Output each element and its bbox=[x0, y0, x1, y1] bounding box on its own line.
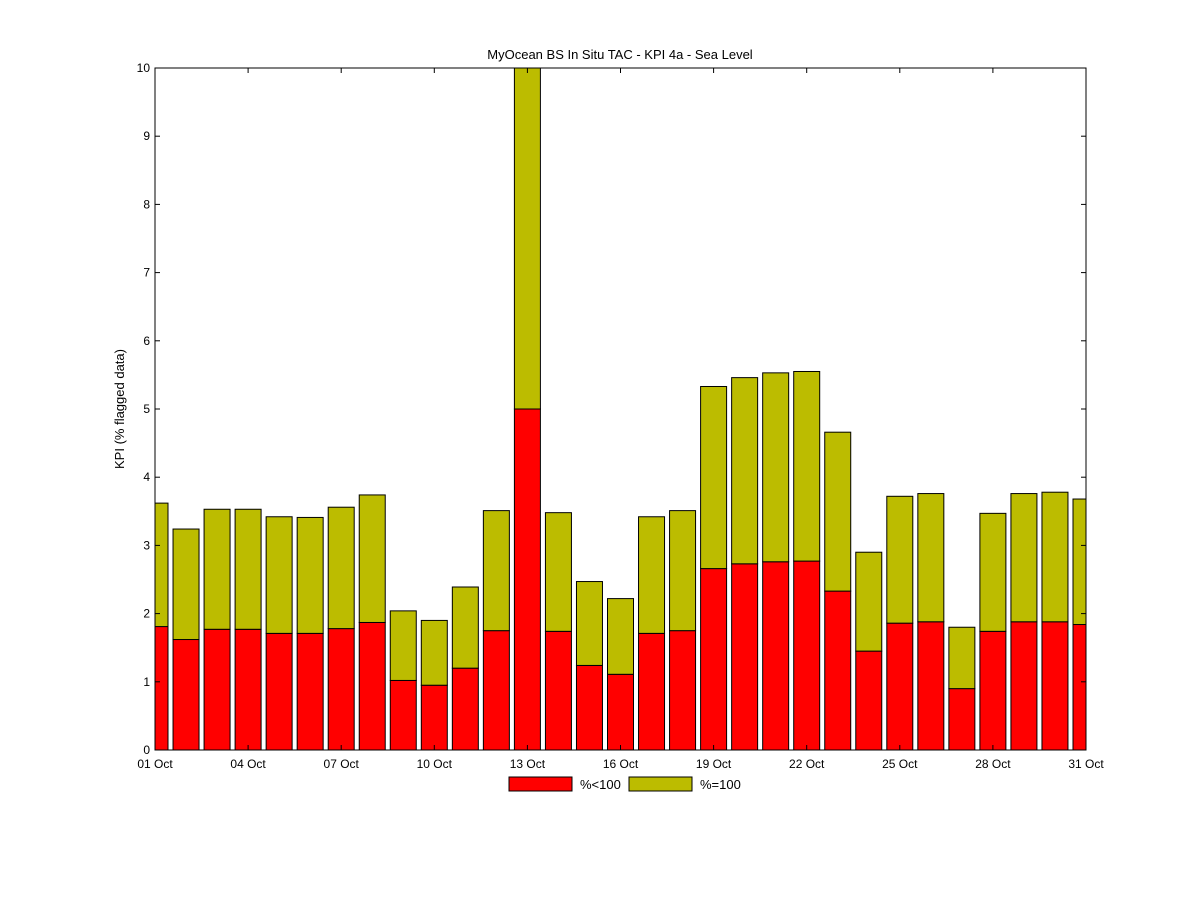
bar-series-2-day-12 bbox=[482, 510, 510, 632]
bar-series-2-day-1 bbox=[155, 502, 169, 628]
bar-series-1-day-2 bbox=[172, 639, 200, 750]
legend: %<100 %=100 bbox=[508, 776, 741, 792]
bar-series-2-day-7 bbox=[327, 506, 355, 630]
bar-series-1-day-27 bbox=[948, 688, 976, 750]
y-tick-label: 4 bbox=[143, 470, 150, 484]
bar-series-1-day-12 bbox=[482, 630, 510, 750]
bars-layer bbox=[155, 68, 1086, 750]
y-tick-label: 7 bbox=[143, 266, 150, 280]
bar-series-1-day-17 bbox=[638, 632, 666, 750]
bar-series-2-day-21 bbox=[762, 372, 790, 563]
bar-series-2-day-29 bbox=[1010, 493, 1038, 623]
bar-series-1-day-14 bbox=[544, 630, 572, 750]
legend-label-series-1: %<100 bbox=[580, 777, 621, 792]
bar-series-1-day-13 bbox=[513, 408, 541, 750]
bar-series-1-day-1 bbox=[155, 626, 169, 750]
y-tick-label: 8 bbox=[143, 197, 150, 211]
bar-series-2-day-11 bbox=[451, 586, 479, 669]
bar-series-1-day-11 bbox=[451, 667, 479, 750]
bar-series-1-day-4 bbox=[234, 628, 262, 750]
bar-series-2-day-27 bbox=[948, 626, 976, 690]
bar-series-2-day-28 bbox=[979, 512, 1007, 632]
bar-series-2-day-19 bbox=[700, 385, 728, 570]
y-tick-label: 0 bbox=[143, 743, 150, 757]
bar-series-2-day-18 bbox=[669, 510, 697, 632]
y-tick-label: 1 bbox=[143, 675, 150, 689]
bar-series-1-day-18 bbox=[669, 630, 697, 750]
bar-series-1-day-31 bbox=[1072, 624, 1086, 750]
x-tick-label: 28 Oct bbox=[975, 757, 1011, 771]
bar-series-2-day-10 bbox=[420, 619, 448, 686]
legend-swatch-series-1 bbox=[508, 776, 573, 792]
x-tick-label: 01 Oct bbox=[137, 757, 173, 771]
x-tick-label: 31 Oct bbox=[1068, 757, 1104, 771]
legend-swatch-series-2 bbox=[628, 776, 693, 792]
bar-series-1-day-16 bbox=[607, 673, 634, 750]
bar-series-1-day-29 bbox=[1010, 621, 1038, 750]
x-tick-label: 07 Oct bbox=[324, 757, 360, 771]
bar-series-1-day-28 bbox=[979, 630, 1007, 750]
bar-series-2-day-5 bbox=[265, 516, 293, 634]
bar-series-1-day-22 bbox=[793, 560, 821, 750]
bar-series-2-day-3 bbox=[203, 508, 231, 630]
bar-series-1-day-8 bbox=[358, 621, 386, 750]
bar-series-2-day-14 bbox=[544, 512, 572, 632]
legend-label-series-2: %=100 bbox=[700, 777, 741, 792]
bar-series-2-day-25 bbox=[886, 495, 914, 624]
bar-series-2-day-9 bbox=[389, 610, 417, 681]
bar-series-1-day-5 bbox=[265, 632, 293, 750]
bar-series-2-day-13 bbox=[513, 68, 541, 410]
bar-series-2-day-8 bbox=[358, 494, 386, 623]
bar-series-1-day-10 bbox=[420, 684, 448, 750]
bar-series-1-day-26 bbox=[917, 621, 945, 750]
bar-series-1-day-9 bbox=[389, 679, 417, 750]
bar-series-2-day-23 bbox=[824, 431, 852, 592]
bar-series-2-day-4 bbox=[234, 508, 262, 630]
x-tick-label: 13 Oct bbox=[510, 757, 546, 771]
x-tick-label: 22 Oct bbox=[789, 757, 825, 771]
y-tick-label: 6 bbox=[143, 334, 150, 348]
y-axis-label: KPI (% flagged data) bbox=[112, 349, 127, 469]
bar-series-1-day-21 bbox=[762, 561, 790, 750]
x-tick-label: 25 Oct bbox=[882, 757, 918, 771]
bar-series-1-day-25 bbox=[886, 622, 914, 750]
y-tick-label: 5 bbox=[143, 402, 150, 416]
bar-series-2-day-31 bbox=[1072, 498, 1086, 626]
bar-series-1-day-6 bbox=[296, 632, 324, 750]
y-tick-label: 10 bbox=[137, 61, 151, 75]
bar-series-2-day-17 bbox=[638, 516, 666, 634]
bar-series-2-day-2 bbox=[172, 528, 200, 641]
bar-series-2-day-15 bbox=[575, 581, 603, 666]
x-axis: 01 Oct 04 Oct 07 Oct 10 Oct 13 Oct 16 Oct 19 O… bbox=[137, 68, 1104, 771]
bar-series-1-day-7 bbox=[327, 628, 355, 750]
bar-series-1-day-30 bbox=[1041, 621, 1069, 750]
bar-series-2-day-16 bbox=[607, 598, 634, 675]
bar-series-2-day-24 bbox=[855, 551, 883, 652]
y-tick-label: 3 bbox=[143, 538, 150, 552]
chart-title: MyOcean BS In Situ TAC - KPI 4a - Sea Le… bbox=[487, 47, 753, 62]
x-tick-label: 10 Oct bbox=[417, 757, 453, 771]
bar-series-1-day-3 bbox=[203, 628, 231, 750]
bar-series-2-day-20 bbox=[731, 377, 759, 565]
x-tick-label: 04 Oct bbox=[230, 757, 266, 771]
bar-series-1-day-24 bbox=[855, 650, 883, 750]
bar-series-2-day-6 bbox=[296, 516, 324, 634]
y-tick-label: 9 bbox=[143, 129, 150, 143]
x-tick-label: 16 Oct bbox=[603, 757, 639, 771]
bar-series-1-day-20 bbox=[731, 563, 759, 750]
y-axis: 0 1 2 3 4 5 6 7 8 9 10 bbox=[137, 61, 1086, 757]
bar-series-1-day-23 bbox=[824, 590, 852, 750]
bar-series-1-day-15 bbox=[575, 664, 603, 750]
bar-series-2-day-30 bbox=[1041, 491, 1069, 623]
bar-series-2-day-26 bbox=[917, 493, 945, 623]
y-tick-label: 2 bbox=[143, 607, 150, 621]
bar-series-1-day-19 bbox=[700, 568, 728, 750]
bar-series-2-day-22 bbox=[793, 370, 821, 562]
x-tick-label: 19 Oct bbox=[696, 757, 732, 771]
